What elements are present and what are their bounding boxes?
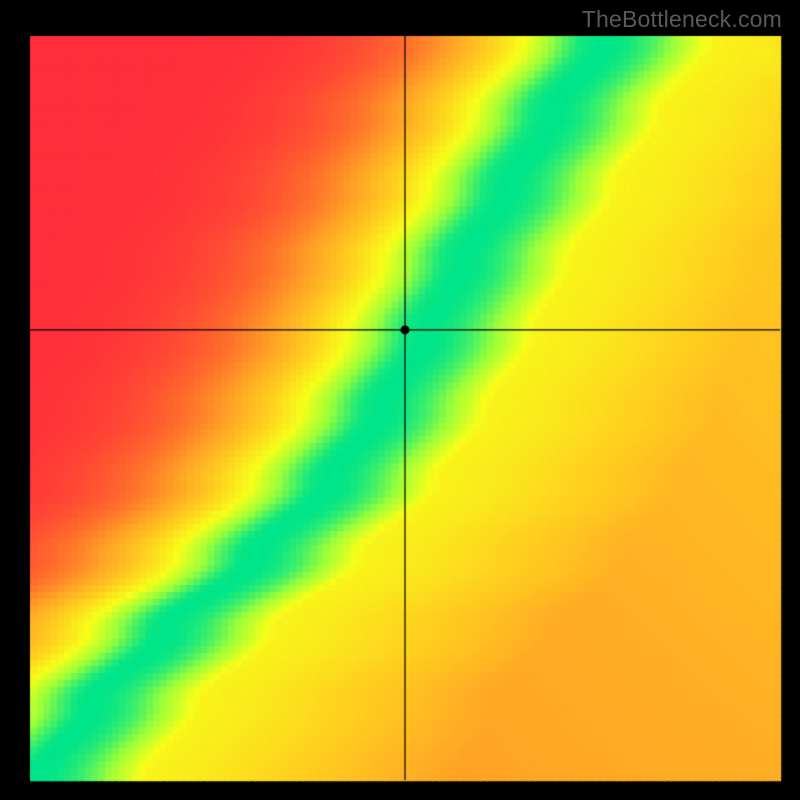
- chart-container: TheBottleneck.com: [0, 0, 800, 800]
- watermark-label: TheBottleneck.com: [582, 6, 782, 33]
- heatmap-canvas: [0, 0, 800, 800]
